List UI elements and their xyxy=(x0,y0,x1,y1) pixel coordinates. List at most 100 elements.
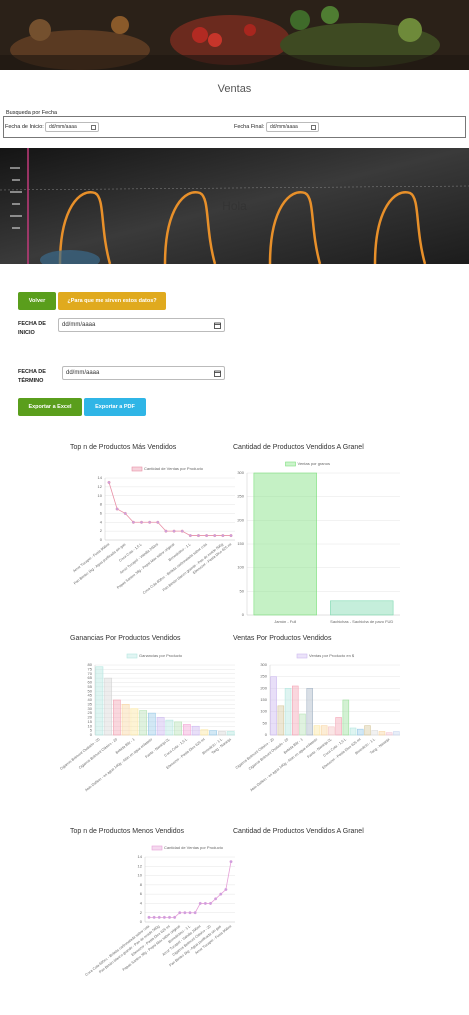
export-pdf-button[interactable]: Exportar a PDF xyxy=(84,398,146,416)
help-button[interactable]: ¿Para que me sirven estos datos? xyxy=(58,292,166,310)
chart-title: Cantidad de Productos Vendidos A Granel xyxy=(233,444,364,451)
y-tick-label: 2 xyxy=(100,528,103,533)
x-tick-label: Pan Bimbo blanco grande - Pan de molde 5… xyxy=(162,542,224,592)
back-button[interactable]: Volver xyxy=(18,292,56,310)
point xyxy=(188,534,192,538)
point xyxy=(193,911,197,915)
y-tick-label: 250 xyxy=(237,494,244,499)
placeholder: dd/mm/aaaa xyxy=(49,124,77,130)
search-start-input[interactable]: dd/mm/aaaa xyxy=(45,122,99,132)
legend-label: Ventas por Producto en $ xyxy=(309,653,355,658)
calendar-icon xyxy=(311,125,316,130)
point xyxy=(180,529,184,533)
bar xyxy=(147,712,156,736)
point xyxy=(196,534,200,538)
point xyxy=(208,901,212,905)
search-end-input[interactable]: dd/mm/aaaa xyxy=(266,122,319,132)
point xyxy=(205,534,209,538)
end-date-input[interactable]: dd/mm/aaaa xyxy=(62,366,225,380)
y-tick-label: 0 xyxy=(140,919,143,924)
bar xyxy=(342,699,350,736)
chart-title: Ventas Por Productos Vendidos xyxy=(233,635,332,642)
point xyxy=(152,915,156,919)
chart-title: Cantidad de Productos Vendidos A Granel xyxy=(233,828,364,835)
bar xyxy=(306,688,313,736)
placeholder: dd/mm/aaaa xyxy=(66,370,100,376)
bar xyxy=(385,732,393,736)
bar xyxy=(104,677,113,736)
bar xyxy=(217,731,226,736)
y-tick-label: 0 xyxy=(265,732,268,737)
point xyxy=(198,901,202,905)
chart-title: Top n de Productos Menos Vendidos xyxy=(70,828,185,835)
y-tick-label: 150 xyxy=(237,541,244,546)
y-tick-label: 4 xyxy=(140,900,143,905)
y-tick-label: 200 xyxy=(260,685,267,690)
legend-swatch xyxy=(285,461,296,467)
point xyxy=(167,915,171,919)
banner-image xyxy=(0,148,469,264)
point xyxy=(229,860,233,864)
point xyxy=(115,507,119,511)
y-tick-label: 300 xyxy=(237,470,244,475)
point xyxy=(172,529,176,533)
placeholder: dd/mm/aaaa xyxy=(62,322,96,328)
bar xyxy=(335,717,342,736)
y-tick-label: 0 xyxy=(100,537,103,542)
point xyxy=(164,529,168,533)
legend-swatch xyxy=(296,653,308,659)
y-tick-label: 150 xyxy=(260,697,267,702)
bar xyxy=(130,708,139,736)
point xyxy=(213,534,217,538)
y-tick-label: 100 xyxy=(260,709,267,714)
x-tick-label: Jamón - Full xyxy=(274,619,296,624)
y-tick-label: 10 xyxy=(138,873,143,878)
x-tick-label: Atún Dañino - en agua 140g - Atún en agu… xyxy=(249,737,318,792)
end-date-label: FECHA DE TÉRMINO xyxy=(18,369,46,384)
y-tick-label: 0 xyxy=(242,612,245,617)
legend-label: Ventas por granos xyxy=(298,461,330,466)
bar xyxy=(112,699,121,736)
point xyxy=(178,911,182,915)
point xyxy=(219,892,223,896)
start-date-label: FECHA DE INICIO xyxy=(18,321,46,336)
y-tick-label: 6 xyxy=(140,891,143,896)
y-tick-label: 8 xyxy=(100,502,103,507)
x-tick-label: Sachichas - Sachicha de pavo FUD xyxy=(330,619,393,624)
export-excel-button[interactable]: Exportar a Excel xyxy=(18,398,82,416)
y-tick-label: 250 xyxy=(260,674,267,679)
point xyxy=(221,534,225,538)
y-tick-label: 80 xyxy=(88,662,93,667)
y-tick-label: 10 xyxy=(88,723,93,728)
placeholder: dd/mm/aaaa xyxy=(270,124,298,130)
chart-title: Top n de Productos Más Vendidos xyxy=(70,444,177,451)
y-tick-label: 45 xyxy=(88,693,93,698)
y-tick-label: 4 xyxy=(100,519,103,524)
y-tick-label: 10 xyxy=(98,493,103,498)
point xyxy=(131,520,135,524)
y-tick-label: 50 xyxy=(88,688,93,693)
bar xyxy=(200,729,209,736)
bar xyxy=(182,724,191,736)
bar xyxy=(364,725,371,736)
header-image xyxy=(0,0,469,70)
bar xyxy=(209,730,218,736)
y-tick-label: 300 xyxy=(260,662,267,667)
bar xyxy=(378,731,386,736)
y-tick-label: 100 xyxy=(237,565,244,570)
bar xyxy=(371,730,378,736)
y-tick-label: 6 xyxy=(100,510,103,515)
bar xyxy=(299,713,306,736)
search-legend: Busqueda por Fecha xyxy=(5,110,59,116)
x-tick-label: Atún Dañino - en agua 140g - Atún en agu… xyxy=(84,737,153,792)
y-tick-label: 25 xyxy=(88,710,93,715)
search-end-label: Fecha Final: xyxy=(234,124,265,130)
bar xyxy=(284,688,292,736)
legend-swatch xyxy=(131,466,143,472)
y-tick-label: 55 xyxy=(88,684,93,689)
start-date-input[interactable]: dd/mm/aaaa xyxy=(58,318,225,332)
y-tick-label: 60 xyxy=(88,680,93,685)
point xyxy=(140,520,144,524)
search-fieldset xyxy=(3,116,466,138)
